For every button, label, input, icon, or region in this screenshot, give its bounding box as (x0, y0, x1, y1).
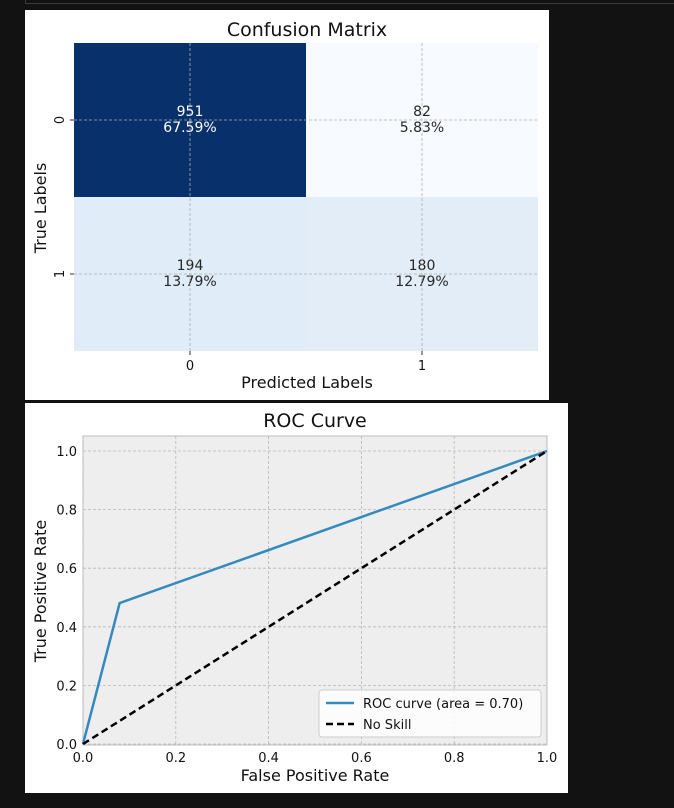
confusion-matrix-title: Confusion Matrix (227, 19, 387, 41)
cm-y-tick-label: 0 (53, 116, 68, 124)
roc-x-tick-label: 0.0 (73, 751, 94, 766)
cm-x-tick-label: 0 (186, 359, 194, 374)
legend-label-roc: ROC curve (area = 0.70) (363, 697, 523, 712)
roc-y-tick-label: 0.0 (56, 738, 77, 753)
cm-cell-count-0-0: 951 (177, 104, 204, 120)
roc-y-tick-label: 0.6 (56, 562, 77, 577)
confusion-matrix-chart: Confusion Matrix 95167.59%825.83%19413.7… (31, 19, 538, 392)
roc-y-tick-label: 0.4 (56, 621, 77, 636)
roc-y-axis-label: True Positive Rate (31, 520, 50, 664)
no-skill-line (82, 449, 548, 746)
roc-x-tick-label: 0.8 (444, 751, 465, 766)
roc-x-tick-label: 0.6 (351, 751, 372, 766)
cm-y-tick-label: 1 (53, 270, 68, 278)
roc-y-tick-label: 1.0 (56, 445, 77, 460)
legend-box (318, 689, 542, 738)
roc-legend: ROC curve (area = 0.70) No Skill (318, 689, 542, 738)
cm-cell-percent-1-0: 13.79% (163, 274, 216, 290)
roc-title: ROC Curve (263, 410, 367, 432)
roc-x-tick-label: 1.0 (537, 751, 558, 766)
roc-x-tick-label: 0.2 (165, 751, 186, 766)
roc-curve-figure: ROC Curve 0.0 0.2 0.4 0.6 0.8 1.0 0.0 0.2 0.4 0.6… (25, 403, 568, 793)
cm-x-axis-label: Predicted Labels (241, 373, 373, 392)
roc-x-axis-label: False Positive Rate (241, 766, 390, 785)
roc-x-tick-label: 0.4 (258, 751, 279, 766)
roc-y-tick-label: 0.2 (56, 679, 77, 694)
cm-cell-count-0-1: 82 (413, 104, 431, 120)
confusion-matrix-figure: Confusion Matrix 951 67.59% 82 5.83% 194 13.7… (25, 10, 549, 400)
roc-y-tick-label: 0.8 (56, 504, 77, 519)
roc-curve-line (81, 449, 548, 745)
cm-y-axis-label: True Labels (31, 163, 50, 255)
roc-curve-chart: ROC Curve 0.0 0.2 0.4 0.6 0.8 1.0 0.0 0.2 0.4 0.6… (31, 410, 558, 785)
cm-x-tick-label: 1 (418, 359, 426, 374)
legend-label-no-skill: No Skill (363, 718, 411, 733)
top-frame-edge (25, 0, 674, 4)
cm-cell-percent-1-1: 12.79% (395, 274, 448, 290)
